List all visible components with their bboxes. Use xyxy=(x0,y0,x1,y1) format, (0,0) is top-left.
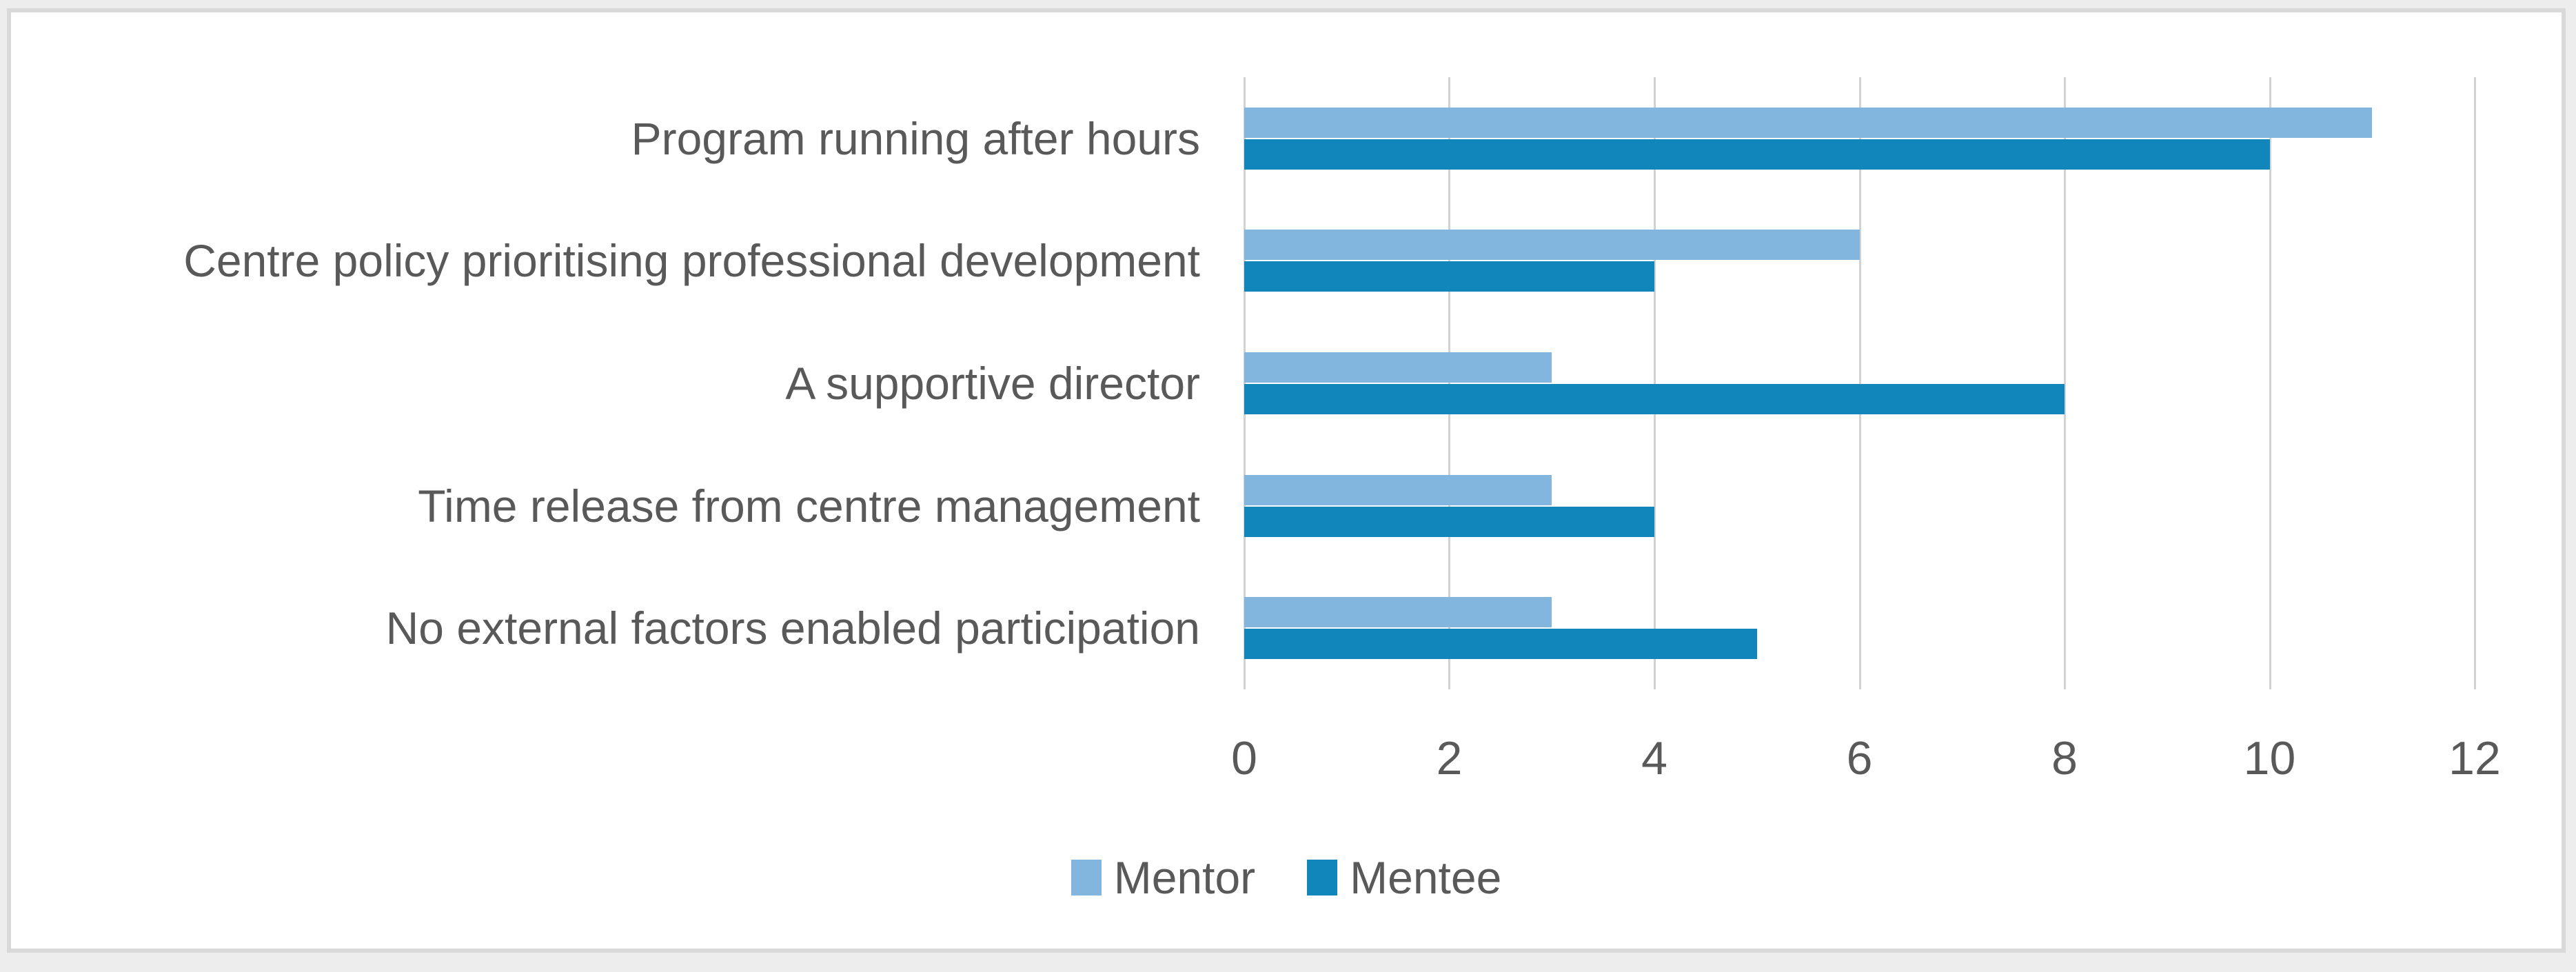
mentee-bar xyxy=(1244,139,2270,170)
legend-label-mentor: Mentor xyxy=(1113,852,1256,903)
bar-group xyxy=(1244,445,2475,567)
mentor-bar xyxy=(1244,474,1552,505)
x-tick-label: 0 xyxy=(1231,732,1257,784)
mentor-bar xyxy=(1244,107,2373,138)
x-tick-label: 4 xyxy=(1641,732,1667,784)
x-tick-label: 12 xyxy=(2448,732,2501,784)
bar-group xyxy=(1244,567,2475,689)
mentee-legend-marker-icon xyxy=(1307,860,1338,895)
category-label: Time release from centre management xyxy=(418,480,1200,531)
gridline xyxy=(1448,77,1451,689)
bar-group xyxy=(1244,322,2475,445)
legend: Mentor Mentee xyxy=(11,850,2562,905)
gridline xyxy=(2474,77,2476,689)
x-axis-tick-labels: 0 2 4 6 8 10 12 xyxy=(1231,731,2501,786)
category-label: A supportive director xyxy=(785,357,1200,409)
bar-group xyxy=(1244,77,2475,200)
mentor-bar xyxy=(1244,597,1552,628)
mentor-bar xyxy=(1244,230,1860,261)
x-tick-label: 6 xyxy=(1846,732,1873,784)
category-label: Program running after hours xyxy=(631,112,1200,164)
category-label: Centre policy prioritising professional … xyxy=(183,235,1200,287)
legend-item-mentor: Mentor xyxy=(1071,851,1255,904)
category-axis-labels: Program running after hours Centre policy… xyxy=(32,77,1235,689)
mentee-bar xyxy=(1244,261,1654,292)
category-label: No external factors enabled participatio… xyxy=(385,603,1200,654)
bar-rows xyxy=(1244,77,2475,689)
mentor-bar xyxy=(1244,352,1552,383)
gridline xyxy=(1858,77,1861,689)
plot-area xyxy=(1244,77,2476,689)
gridline xyxy=(2063,77,2066,689)
category-axis-line xyxy=(1244,77,1246,689)
legend-item-mentee: Mentee xyxy=(1307,851,1501,904)
mentee-bar xyxy=(1244,629,1757,660)
x-tick-label: 10 xyxy=(2243,732,2296,784)
chart-frame: Program running after hours Centre policy… xyxy=(7,8,2566,953)
x-tick-label: 8 xyxy=(2051,732,2078,784)
gridline xyxy=(2269,77,2271,689)
bar-group xyxy=(1244,200,2475,323)
gridline xyxy=(1653,77,1656,689)
mentor-legend-marker-icon xyxy=(1071,860,1102,895)
x-tick-label: 2 xyxy=(1436,732,1463,784)
mentee-bar xyxy=(1244,506,1654,537)
mentee-bar xyxy=(1244,383,2065,414)
legend-label-mentee: Mentee xyxy=(1350,852,1502,903)
